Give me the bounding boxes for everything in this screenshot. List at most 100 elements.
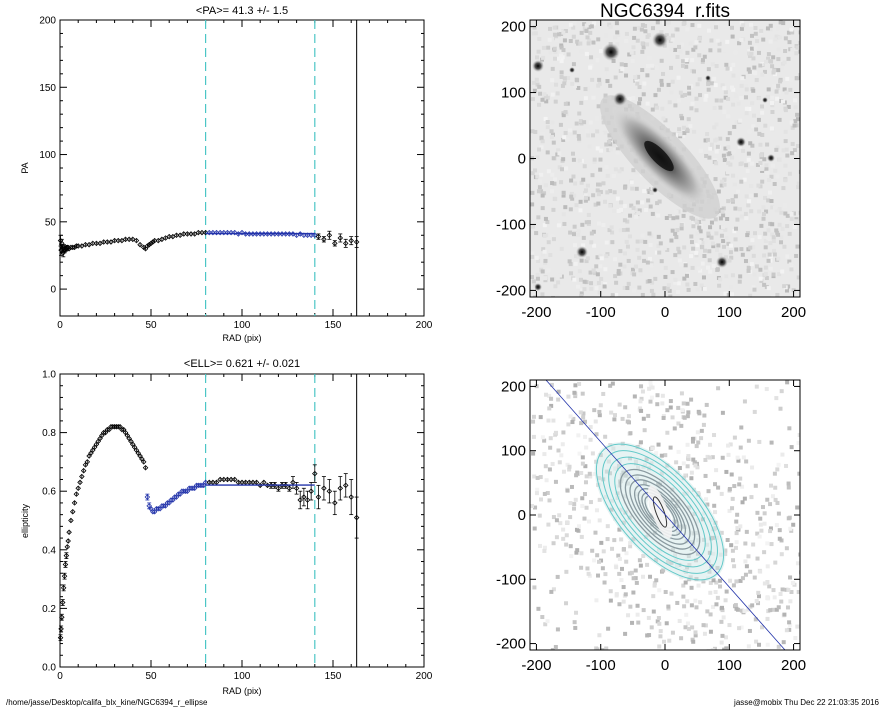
noise-pixel (772, 248, 777, 253)
noise-pixel (625, 219, 630, 224)
noise-pixel (595, 129, 600, 134)
noise-pixel (720, 605, 725, 610)
noise-pixel (572, 224, 577, 229)
noise-pixel (769, 199, 774, 204)
noise-pixel (532, 88, 537, 93)
noise-pixel (763, 271, 768, 276)
noise-pixel (599, 131, 604, 136)
noise-pixel (762, 69, 767, 74)
noise-pixel (640, 41, 645, 46)
noise-pixel (757, 96, 762, 101)
noise-pixel (592, 159, 597, 164)
noise-pixel (673, 280, 678, 285)
noise-pixel (584, 259, 589, 264)
pa-data-point (293, 232, 300, 239)
noise-pixel (565, 520, 570, 525)
noise-pixel (629, 570, 634, 575)
isophote-ellipse (619, 468, 701, 556)
star (652, 187, 658, 193)
noise-pixel (683, 580, 688, 585)
noise-pixel (724, 62, 729, 67)
noise-pixel (564, 533, 569, 538)
noise-pixel (780, 452, 785, 457)
noise-pixel (651, 594, 656, 599)
noise-pixel (751, 113, 756, 118)
noise-pixel (757, 131, 762, 136)
noise-pixel (579, 180, 584, 185)
noise-pixel (632, 35, 637, 40)
ellipticity-data-point (353, 514, 360, 521)
ellipticity-data-point (57, 634, 64, 641)
noise-pixel (730, 34, 735, 39)
noise-pixel (717, 283, 722, 288)
pa-data-point (108, 239, 114, 245)
noise-pixel (701, 217, 706, 222)
noise-pixel (607, 22, 612, 27)
noise-pixel (772, 252, 777, 257)
noise-pixel (754, 639, 759, 644)
noise-pixel (543, 258, 548, 263)
noise-pixel (643, 29, 648, 34)
pa-data-point (188, 231, 194, 237)
noise-pixel (674, 460, 679, 465)
noise-pixel (675, 27, 680, 32)
noise-pixel (776, 462, 781, 467)
noise-pixel (635, 200, 640, 205)
noise-pixel (667, 288, 672, 293)
noise-pixel (681, 401, 686, 406)
noise-pixel (729, 284, 734, 289)
noise-pixel (710, 648, 715, 650)
noise-pixel (765, 580, 770, 585)
noise-pixel (667, 638, 672, 643)
noise-pixel (714, 161, 719, 166)
noise-pixel (755, 556, 760, 561)
pa-data-point (180, 231, 187, 237)
noise-pixel (673, 73, 678, 78)
noise-pixel (724, 274, 729, 279)
noise-pixel (640, 68, 645, 73)
noise-pixel (545, 220, 550, 225)
noise-pixel (559, 59, 564, 64)
noise-pixel (773, 560, 778, 565)
noise-pixel (714, 137, 719, 142)
noise-pixel (648, 204, 653, 209)
noise-pixel (542, 438, 547, 443)
noise-pixel (771, 295, 776, 297)
noise-pixel (561, 48, 566, 53)
noise-pixel (599, 49, 604, 54)
noise-pixel (699, 436, 704, 441)
noise-pixel (584, 23, 589, 28)
noise-pixel (668, 294, 673, 297)
noise-pixel (758, 184, 763, 189)
noise-pixel (568, 39, 573, 44)
noise-pixel (676, 289, 681, 294)
ellipticity-plot-frame (59, 373, 425, 668)
noise-pixel (567, 467, 572, 472)
noise-pixel (728, 442, 733, 447)
noise-pixel (566, 422, 571, 427)
noise-pixel (713, 589, 718, 594)
noise-pixel (597, 413, 602, 418)
noise-pixel (781, 21, 786, 26)
noise-pixel (706, 231, 711, 236)
noise-pixel (540, 269, 545, 274)
noise-pixel (572, 232, 577, 237)
noise-pixel (769, 126, 774, 131)
noise-pixel (653, 103, 658, 108)
noise-pixel (772, 595, 777, 600)
noise-pixel (568, 22, 573, 27)
footer-file-path: /home/jasse/Desktop/califa_blx_kine/NGC6… (6, 698, 208, 707)
noise-pixel (605, 537, 610, 542)
noise-pixel (746, 644, 751, 649)
noise-pixel (569, 554, 574, 559)
noise-pixel (616, 553, 621, 558)
noise-pixel (691, 224, 696, 229)
noise-pixel (661, 71, 666, 76)
noise-pixel (658, 634, 663, 639)
noise-pixel (591, 193, 596, 198)
noise-pixel (553, 99, 558, 104)
noise-pixel (576, 232, 581, 237)
noise-pixel (535, 155, 540, 160)
noise-pixel (712, 646, 717, 650)
noise-pixel (540, 206, 545, 211)
